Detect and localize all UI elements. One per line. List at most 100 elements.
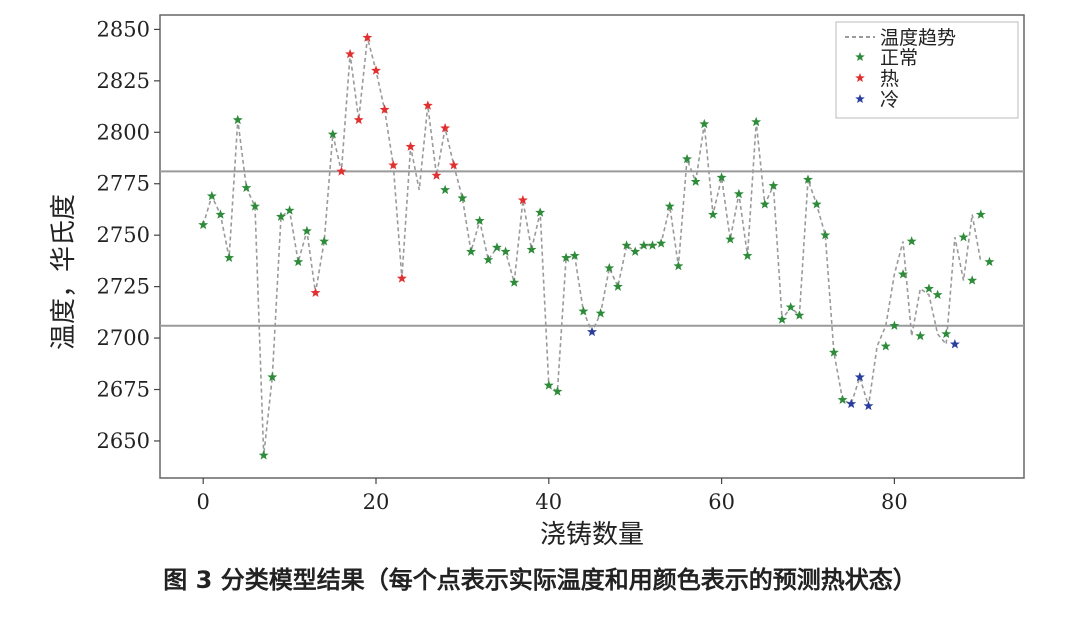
- point-s0-18: [474, 215, 485, 225]
- point-s0-24: [535, 207, 546, 217]
- point-s0-33: [621, 240, 632, 250]
- point-s0-69: [975, 209, 986, 219]
- point-s2-0: [587, 326, 597, 337]
- point-s0-50: [768, 180, 779, 190]
- point-s0-17: [466, 246, 476, 256]
- legend-label-2: 冷: [880, 89, 899, 111]
- point-s0-16: [457, 192, 468, 203]
- point-s0-62: [906, 236, 917, 246]
- y-tick-label-2650: 2650: [97, 429, 150, 453]
- point-s0-37: [656, 238, 667, 248]
- point-s1-7: [388, 160, 399, 170]
- data-points: [198, 32, 995, 460]
- point-s0-14: [327, 129, 338, 139]
- point-s0-8: [267, 371, 278, 382]
- point-s0-70: [984, 256, 995, 267]
- point-s1-0: [310, 287, 321, 298]
- point-s0-59: [880, 341, 891, 351]
- figure-caption: 图 3 分类模型结果（每个点表示实际温度和用颜色表示的预测热状态）: [163, 566, 917, 594]
- point-s0-60: [889, 320, 900, 330]
- x-axis-ticks: 0 20 40 60 80: [197, 478, 908, 514]
- point-s0-23: [526, 244, 537, 254]
- point-s1-12: [440, 122, 451, 133]
- point-s1-8: [396, 273, 407, 283]
- point-s0-36: [647, 240, 658, 250]
- point-s0-56: [820, 229, 831, 240]
- threshold-lines: [160, 170, 1024, 327]
- point-s0-21: [500, 246, 511, 256]
- y-tick-label-2775: 2775: [97, 172, 150, 196]
- y-axis-label: 温度，华氏度: [49, 194, 79, 350]
- x-tick-label-40: 40: [535, 490, 562, 514]
- point-s1-13: [448, 160, 459, 170]
- point-s1-4: [362, 32, 373, 42]
- point-s1-5: [371, 65, 381, 75]
- x-axis-label: 浇铸数量: [540, 520, 644, 550]
- point-s1-14: [517, 195, 528, 205]
- point-s0-12: [301, 225, 312, 236]
- point-s1-9: [405, 141, 416, 151]
- point-s0-3: [224, 252, 235, 263]
- point-s0-0: [198, 219, 209, 230]
- legend-marker-0: [855, 52, 865, 62]
- point-s0-27: [561, 252, 572, 263]
- point-s0-5: [241, 182, 252, 193]
- point-s0-19: [483, 254, 494, 265]
- point-s0-1: [206, 190, 217, 201]
- legend-label-1: 热: [880, 68, 899, 90]
- point-s0-40: [682, 153, 692, 164]
- point-s0-68: [967, 275, 978, 285]
- point-s2-1: [846, 398, 857, 409]
- point-s0-22: [509, 277, 520, 287]
- y-tick-label-2850: 2850: [97, 17, 150, 41]
- point-s0-42: [699, 118, 710, 129]
- point-s0-4: [232, 114, 243, 125]
- point-s0-32: [612, 281, 623, 291]
- point-s0-57: [828, 347, 839, 357]
- point-s0-41: [690, 176, 701, 186]
- x-tick-label-0: 0: [197, 490, 210, 514]
- point-s0-64: [924, 283, 934, 293]
- point-s0-25: [543, 380, 554, 390]
- point-s0-26: [552, 386, 563, 396]
- x-tick-label-20: 20: [363, 490, 390, 514]
- point-s0-51: [777, 314, 788, 324]
- point-s0-63: [915, 330, 926, 341]
- x-tick-label-60: 60: [708, 490, 735, 514]
- y-tick-label-2700: 2700: [97, 326, 150, 350]
- point-s1-3: [353, 114, 364, 125]
- y-tick-label-2800: 2800: [97, 120, 150, 144]
- point-s0-66: [941, 328, 952, 339]
- point-s0-58: [837, 394, 848, 405]
- point-s0-7: [258, 450, 269, 460]
- y-tick-label-2725: 2725: [97, 275, 150, 299]
- legend-marker-2: [855, 94, 865, 104]
- point-s2-2: [854, 371, 865, 382]
- point-s1-11: [431, 170, 442, 180]
- point-s2-3: [863, 400, 874, 411]
- point-s0-54: [803, 174, 813, 184]
- point-s0-39: [673, 260, 684, 271]
- point-s0-52: [785, 302, 796, 312]
- chart-svg: 0 20 40 60 80 2650 2675 2700 2725 2750 2775 2800 28…: [49, 14, 1025, 550]
- point-s0-38: [664, 201, 675, 211]
- point-s0-28: [569, 250, 580, 260]
- point-s0-47: [742, 250, 753, 260]
- point-s0-2: [215, 209, 226, 219]
- point-s0-6: [250, 201, 260, 211]
- y-axis-ticks: 2650 2675 2700 2725 2750 2775 2800 2825 2850: [97, 17, 160, 453]
- y-tick-label-2675: 2675: [97, 378, 150, 402]
- point-s1-6: [379, 104, 390, 114]
- point-s0-13: [319, 236, 330, 246]
- point-s1-2: [345, 48, 356, 59]
- point-s0-29: [578, 306, 589, 316]
- point-s2-4: [949, 339, 960, 349]
- point-s0-34: [630, 246, 641, 256]
- point-s0-67: [958, 232, 969, 242]
- point-s0-20: [492, 242, 502, 252]
- point-s0-65: [932, 289, 943, 300]
- point-s0-35: [638, 240, 649, 250]
- point-s0-44: [716, 172, 727, 182]
- point-s0-48: [751, 116, 762, 127]
- legend-marker-1: [855, 73, 865, 83]
